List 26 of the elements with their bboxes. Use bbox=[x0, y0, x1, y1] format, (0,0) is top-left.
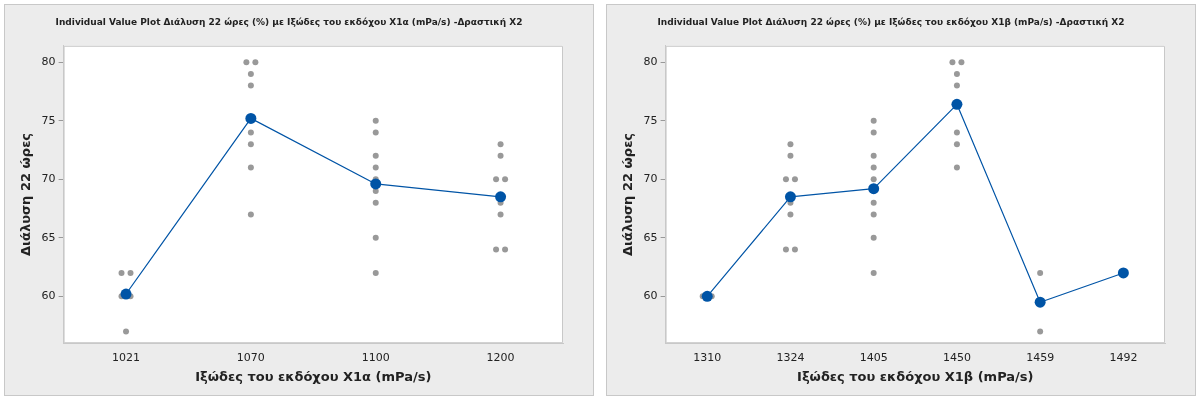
x-tick-label: 1324 bbox=[776, 350, 805, 364]
x-tick-label: 1200 bbox=[486, 350, 515, 364]
x-tick-label: 1450 bbox=[942, 350, 971, 364]
x-tick-label: 1459 bbox=[1026, 350, 1055, 364]
y-tick-label: 70 bbox=[41, 172, 56, 186]
x-axis-title: Ιξώδες του εκδόχου Χ1α (mPa/s) bbox=[195, 368, 432, 384]
y-tick-label: 75 bbox=[643, 113, 658, 127]
y-axis-title: Διάλυση 22 ώρες bbox=[18, 132, 34, 257]
x-tick-label: 1021 bbox=[112, 350, 141, 364]
chart-title: Individual Value Plot Διάλυση 22 ώρες (%) με Ιξώδες του εκδόχου Χ1α (mPa/s) -Δραστική Χ2 bbox=[55, 16, 523, 27]
y-tick-label: 80 bbox=[41, 55, 56, 69]
y-axis-title: Διάλυση 22 ώρες bbox=[620, 132, 636, 257]
x-tick-label: 1070 bbox=[236, 350, 265, 364]
y-tick-label: 75 bbox=[41, 113, 56, 127]
y-tick-label: 60 bbox=[41, 289, 56, 303]
y-tick-label: 80 bbox=[643, 55, 658, 69]
x-tick-label: 1310 bbox=[693, 350, 722, 364]
chart-title: Individual Value Plot Διάλυση 22 ώρες (%) με Ιξώδες του εκδόχου Χ1β (mPa/s) -Δραστική Χ2 bbox=[657, 16, 1125, 27]
x-tick-label: 1492 bbox=[1109, 350, 1138, 364]
y-tick-label: 60 bbox=[643, 289, 658, 303]
x-tick-label: 1405 bbox=[859, 350, 888, 364]
y-tick-label: 65 bbox=[643, 230, 658, 244]
x-axis-title: Ιξώδες του εκδόχου Χ1β (mPa/s) bbox=[797, 368, 1034, 384]
y-tick-label: 65 bbox=[41, 230, 56, 244]
y-tick-label: 70 bbox=[643, 172, 658, 186]
x-tick-label: 1100 bbox=[361, 350, 390, 364]
